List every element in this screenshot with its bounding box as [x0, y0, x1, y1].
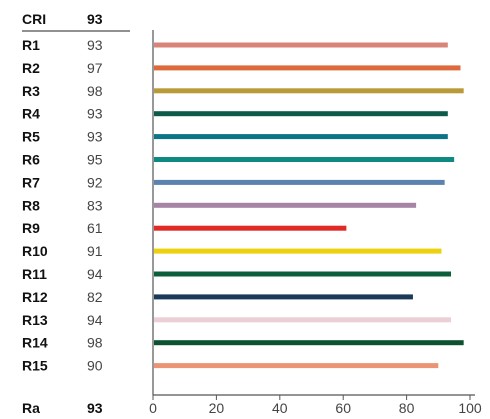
bar [154, 88, 464, 94]
value-label: 98 [87, 335, 103, 351]
bars [154, 42, 464, 369]
bar [154, 294, 413, 300]
value-label: 93 [87, 37, 103, 53]
value-label: 97 [87, 60, 103, 76]
bar [154, 271, 451, 277]
bar [154, 42, 448, 48]
x-tick-label: 40 [272, 400, 288, 416]
category-label: R4 [22, 106, 40, 122]
value-label: 82 [87, 289, 103, 305]
category-label: R7 [22, 174, 40, 190]
category-label: R9 [22, 220, 40, 236]
category-label: R11 [22, 266, 47, 282]
value-label: 92 [87, 174, 103, 190]
footer-value: 93 [87, 400, 103, 416]
x-axis: 0 20 40 60 80 100 [149, 30, 482, 416]
value-label: 90 [87, 358, 103, 374]
x-tick-label: 0 [149, 400, 157, 416]
bar [154, 363, 439, 369]
value-label: 83 [87, 197, 103, 213]
bar [154, 134, 448, 140]
category-label: R10 [22, 243, 48, 259]
value-label: 94 [87, 266, 103, 282]
category-label: R1 [22, 37, 40, 53]
value-label: 91 [87, 243, 103, 259]
value-label: 95 [87, 152, 103, 168]
category-label: R6 [22, 152, 40, 168]
bar [154, 179, 445, 185]
value-label: 93 [87, 129, 103, 145]
bar [154, 225, 347, 231]
x-tick-label: 60 [335, 400, 351, 416]
header-label: CRI [22, 11, 46, 27]
value-label: 94 [87, 312, 103, 328]
value-label: 98 [87, 83, 103, 99]
category-label: R14 [22, 335, 48, 351]
rows: R1 93 R2 97 R3 98 R4 93 R5 93 R6 95 R7 92 R8 83 R9 61 R10 9… [22, 37, 103, 374]
header-value: 93 [87, 11, 103, 27]
value-label: 93 [87, 106, 103, 122]
category-label: R5 [22, 129, 40, 145]
category-label: R12 [22, 289, 48, 305]
bar [154, 111, 448, 117]
bar [154, 248, 442, 254]
bar [154, 202, 417, 208]
x-tick-label: 80 [399, 400, 415, 416]
category-label: R2 [22, 60, 40, 76]
bar [154, 317, 451, 323]
category-label: R8 [22, 197, 40, 213]
category-label: R15 [22, 358, 48, 374]
footer-label: Ra [22, 400, 40, 416]
bar [154, 157, 455, 162]
value-label: 61 [87, 220, 103, 236]
x-tick-label: 20 [209, 400, 225, 416]
bar [154, 340, 464, 346]
category-label: R3 [22, 83, 40, 99]
x-tick-label: 100 [458, 400, 482, 416]
category-label: R13 [22, 312, 48, 328]
bar [154, 65, 461, 71]
